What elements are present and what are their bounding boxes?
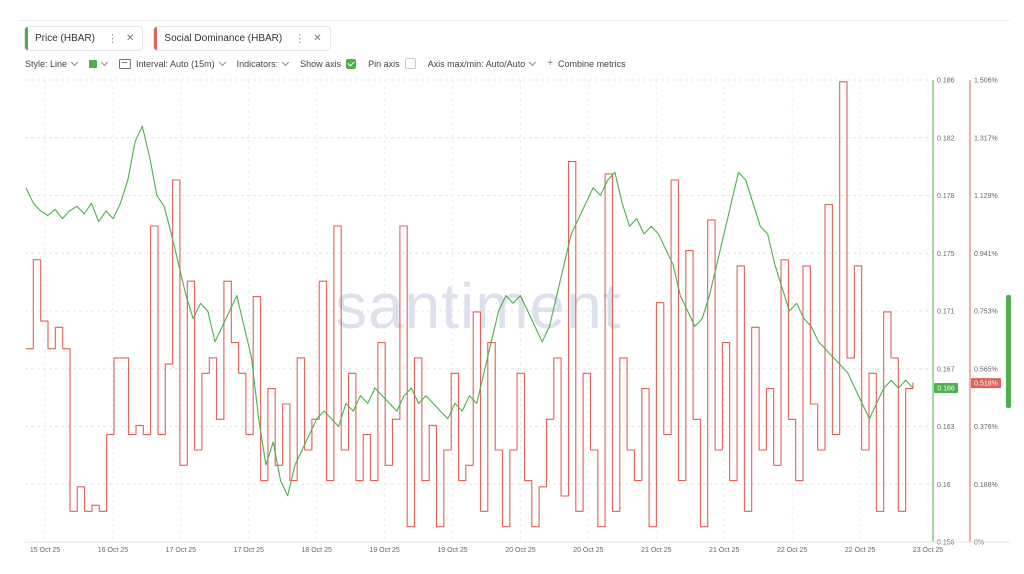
price-line <box>25 125 914 497</box>
price-color-stripe <box>25 27 28 50</box>
close-icon[interactable]: ✕ <box>126 33 135 44</box>
x-axis-labels: 15 Oct 25 16 Oct 25 17 Oct 25 17 Oct 25 18 O… <box>30 547 943 554</box>
x-axis-tick: 17 Oct 25 <box>234 547 264 554</box>
dominance-axis-tick: 0.565% <box>974 366 998 373</box>
watermark: santiment <box>335 270 621 342</box>
x-axis-tick: 18 Oct 25 <box>302 547 332 554</box>
more-options-icon[interactable]: ⋮ <box>107 33 118 45</box>
x-axis-tick: 19 Oct 25 <box>437 547 467 554</box>
dominance-series <box>26 81 914 528</box>
pin-axis-label: Pin axis <box>368 58 400 69</box>
x-axis-tick: 20 Oct 25 <box>505 547 535 554</box>
dominance-current-value: 0.518% <box>974 381 998 388</box>
show-axis-toggle[interactable]: Show axis <box>300 58 357 69</box>
dominance-axis-tick: 1.129% <box>974 193 998 200</box>
show-axis-label: Show axis <box>300 58 342 69</box>
dominance-axis-tick: 1.317% <box>974 135 998 142</box>
dominance-axis-tick: 0.753% <box>974 309 998 316</box>
dominance-axis-tick: 0.941% <box>974 251 998 258</box>
scroll-handle[interactable] <box>1006 295 1011 408</box>
calendar-icon <box>119 58 132 69</box>
tab-price-hbar[interactable]: Price (HBAR) ⋮ ✕ <box>24 26 144 51</box>
chart-toolbar: Style: Line Interval: Auto (15m) Indicat… <box>25 58 638 69</box>
x-axis-tick: 21 Oct 25 <box>709 547 739 554</box>
price-axis-tick: 0.182 <box>937 135 955 142</box>
tab-dominance-label: Social Dominance (HBAR) <box>164 33 283 44</box>
pin-axis-toggle[interactable]: Pin axis <box>368 58 416 69</box>
x-axis-tick: 22 Oct 25 <box>777 547 807 554</box>
dominance-axis-tick: 0.188% <box>974 482 998 489</box>
tab-social-dominance[interactable]: Social Dominance (HBAR) ⋮ ✕ <box>153 26 331 51</box>
interval-label: Interval: Auto (15m) <box>136 58 215 69</box>
style-label: Style: Line <box>25 58 68 69</box>
dominance-axis-tick: 0.376% <box>974 424 998 431</box>
x-axis-tick: 21 Oct 25 <box>641 547 671 554</box>
price-series <box>25 125 914 497</box>
x-axis-tick: 15 Oct 25 <box>30 547 60 554</box>
dominance-axis-tick: 1.506% <box>974 78 998 85</box>
checkbox-empty-icon[interactable] <box>404 58 416 69</box>
x-axis-tick: 23 Oct 25 <box>913 547 943 554</box>
dominance-color-stripe <box>154 27 158 50</box>
price-axis-tick: 0.163 <box>937 424 955 431</box>
social-dominance-line <box>26 81 914 528</box>
more-options-icon[interactable]: ⋮ <box>294 33 305 45</box>
color-swatch-icon <box>89 59 98 68</box>
price-axis-tick: 0.178 <box>937 193 955 200</box>
metric-tabs: Price (HBAR) ⋮ ✕ Social Dominance (HBAR)… <box>24 26 331 51</box>
axis-maxmin-label: Axis max/min: Auto/Auto <box>427 58 526 69</box>
indicators-label: Indicators: <box>236 58 279 69</box>
price-axis-tick: 0.156 <box>937 540 955 547</box>
chart-axes: 0.186 1.506% 0.182 1.317% 0.178 1.129% 0.175 0.… <box>25 78 1010 547</box>
close-icon[interactable]: ✕ <box>313 33 322 44</box>
combine-metrics-button[interactable]: + Combine metrics <box>547 58 625 69</box>
price-axis-tick: 0.171 <box>937 309 955 316</box>
plus-icon: + <box>547 58 554 69</box>
price-axis-tick: 0.167 <box>937 366 955 373</box>
x-axis-tick: 19 Oct 25 <box>369 547 399 554</box>
style-dropdown[interactable]: Style: Line <box>25 58 79 69</box>
axis-maxmin-dropdown[interactable]: Axis max/min: Auto/Auto <box>427 58 537 69</box>
checkbox-checked-icon[interactable] <box>346 58 357 69</box>
top-divider <box>18 20 1010 21</box>
price-current-value: 0.166 <box>937 386 955 393</box>
price-current-badge <box>934 383 958 393</box>
indicators-dropdown[interactable]: Indicators: <box>236 58 290 69</box>
x-axis-tick: 17 Oct 25 <box>166 547 196 554</box>
current-value-badges: 0.166 0.518% <box>934 378 1001 393</box>
interval-dropdown[interactable]: Interval: Auto (15m) <box>119 58 226 69</box>
color-dropdown[interactable] <box>89 58 109 68</box>
tab-price-label: Price (HBAR) <box>35 33 96 44</box>
combine-metrics-label: Combine metrics <box>558 58 626 69</box>
price-axis-tick: 0.175 <box>937 251 955 258</box>
dominance-current-badge <box>971 378 1001 389</box>
x-axis-tick: 22 Oct 25 <box>845 547 875 554</box>
price-axis-tick: 0.16 <box>937 482 951 489</box>
x-axis-tick: 16 Oct 25 <box>98 547 128 554</box>
dominance-axis-tick: 0% <box>974 540 984 547</box>
x-axis-tick: 20 Oct 25 <box>573 547 603 554</box>
price-axis-tick: 0.186 <box>937 78 955 85</box>
